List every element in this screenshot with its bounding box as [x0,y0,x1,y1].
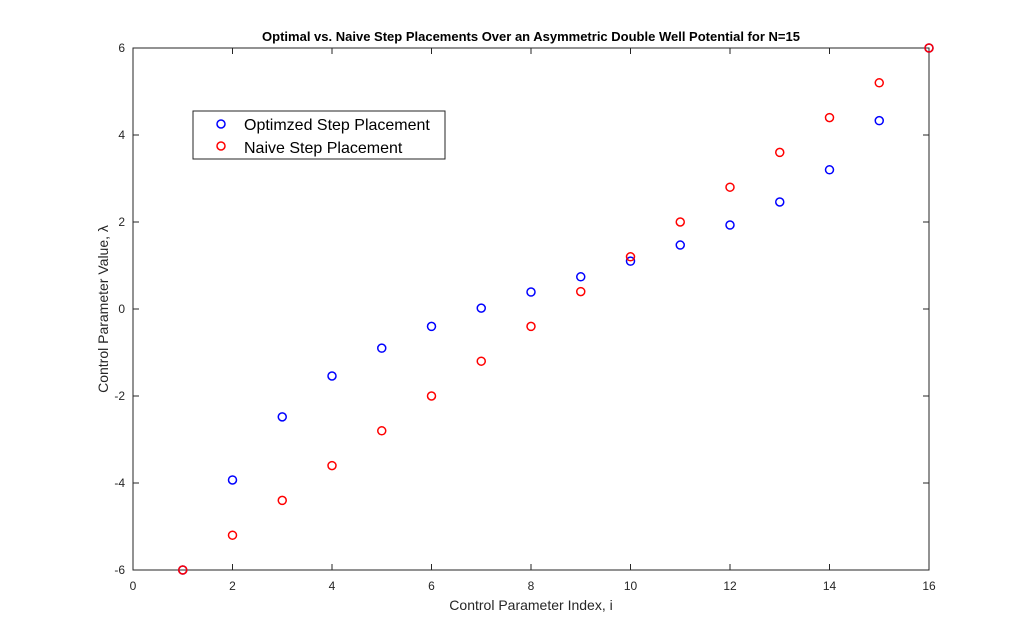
data-point [327,371,337,381]
x-tick-label: 6 [428,579,435,593]
data-point [725,182,735,192]
data-point [874,78,884,88]
data-point [625,252,636,262]
data-point [426,391,437,401]
data-point [277,412,287,422]
data-point [227,475,238,485]
data-point [625,256,636,266]
legend-label-optimized: Optimzed Step Placement [244,117,430,134]
x-axis: 0 2 4 6 8 10 12 14 16 [130,48,936,593]
data-point [874,115,884,126]
legend-marker-naive [216,141,226,151]
legend-box [192,110,446,160]
data-point [576,286,586,297]
chart-title: Optimal vs. Naive Step Placements Over a… [262,29,800,44]
y-tick-label: 2 [118,215,125,229]
y-axis-label: Control Parameter Value, λ [95,225,111,393]
y-tick-label: -2 [114,389,125,403]
data-point [476,303,486,313]
series-naive [178,43,934,575]
data-point [824,165,835,175]
x-axis-label: Control Parameter Index, i [449,597,612,613]
x-tick-label: 12 [723,579,737,593]
y-tick-label: 4 [118,128,125,142]
data-point [377,343,387,353]
data-point [277,495,287,506]
legend-label-naive: Naive Step Placement [244,140,403,157]
data-point [675,240,685,250]
data-point [476,356,486,366]
data-point [178,565,188,575]
data-point [775,197,785,207]
x-tick-label: 14 [823,579,837,593]
data-point [824,112,835,123]
data-point [327,460,337,471]
data-point [426,321,437,332]
data-point [675,217,685,227]
x-tick-label: 2 [229,579,236,593]
data-point [775,147,785,158]
y-tick-label: -6 [114,563,125,577]
data-point [924,43,934,53]
legend-marker-optimized [216,119,226,129]
data-point [227,530,238,540]
legend: Optimzed Step Placement Naive Step Place… [192,110,446,160]
x-tick-label: 10 [624,579,638,593]
x-tick-label: 16 [922,579,936,593]
data-point [377,426,387,436]
y-tick-label: 0 [118,302,125,316]
y-axis: -6 -4 -2 0 2 4 6 [114,41,929,577]
x-tick-label: 0 [130,579,137,593]
y-tick-label: 6 [118,41,125,55]
x-tick-label: 8 [528,579,535,593]
data-point [526,321,536,332]
data-points [178,43,934,575]
data-point [725,220,735,230]
data-point [526,287,536,297]
x-tick-label: 4 [329,579,336,593]
y-tick-label: -4 [114,476,125,490]
data-point [576,272,586,282]
